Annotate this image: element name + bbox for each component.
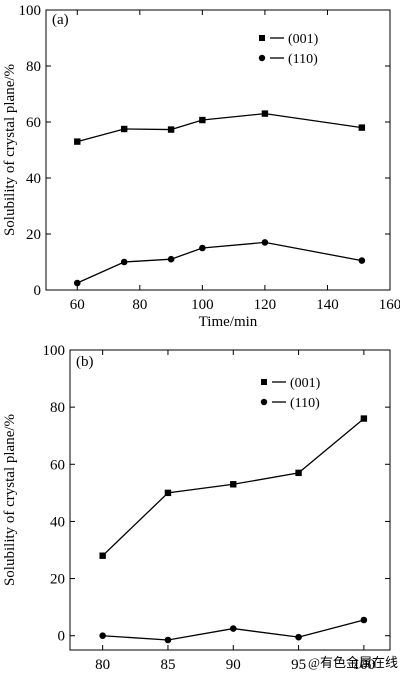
series-line-110 — [77, 241, 362, 284]
legend-marker-circle — [260, 398, 268, 406]
data-point-square — [295, 469, 302, 477]
data-point-circle — [295, 633, 302, 641]
data-point-circle — [73, 279, 81, 287]
data-point-circle — [99, 632, 106, 640]
y-tick-label: 80 — [50, 400, 65, 416]
legend-marker-circle — [258, 54, 266, 62]
x-tick-label: 90 — [226, 657, 241, 673]
data-point-circle — [199, 244, 206, 252]
x-tick-label: 160 — [379, 297, 400, 313]
data-point-circle — [360, 616, 368, 624]
data-point-square — [167, 126, 175, 133]
legend-marker-square — [261, 379, 267, 385]
chart-panel-b: 80859095100020406080100Temperature/°CSol… — [2, 343, 391, 673]
data-point-circle — [229, 625, 237, 632]
watermark-text: @有色金属在线 — [308, 655, 398, 670]
x-tick-label: 60 — [70, 297, 85, 313]
y-tick-label: 20 — [50, 572, 65, 588]
x-tick-label: 100 — [353, 657, 376, 673]
legend-label: (110) — [290, 396, 320, 411]
y-tick-label: 20 — [26, 227, 41, 243]
data-point-square — [74, 138, 81, 145]
data-point-circle — [261, 239, 269, 246]
data-point-circle — [120, 258, 128, 266]
plot-frame — [45, 9, 391, 291]
y-tick-label: 40 — [26, 171, 41, 187]
legend-label: (001) — [288, 32, 319, 47]
y-tick-label: 80 — [26, 59, 41, 75]
x-axis-label: Time/min — [199, 314, 258, 330]
x-tick-label: 120 — [254, 297, 277, 313]
x-tick-label: 100 — [191, 297, 214, 313]
y-axis-label: Solubility of crystal plane/% — [2, 64, 18, 236]
data-point-square — [120, 125, 128, 133]
y-tick-label: 60 — [50, 457, 65, 473]
x-tick-label: 80 — [95, 657, 110, 673]
plot-frame — [69, 349, 391, 651]
y-axis-label: Solubility of crystal plane/% — [2, 414, 18, 586]
y-tick-label: 60 — [26, 115, 41, 131]
series-line-001 — [77, 112, 362, 143]
data-point-circle — [167, 255, 175, 263]
data-point-square — [99, 552, 106, 559]
y-tick-label: 40 — [50, 514, 65, 530]
x-tick-label: 80 — [132, 297, 147, 313]
x-tick-label: 140 — [316, 297, 339, 313]
legend-marker-square — [259, 35, 265, 41]
panel-label: (a) — [52, 12, 69, 28]
data-point-square — [360, 415, 368, 422]
legend-label: (110) — [288, 52, 318, 67]
chart-panel-a: 60 80 100 120 140 160020406080100Time/minSolu… — [2, 3, 400, 330]
data-point-square — [199, 116, 206, 124]
y-tick-label: 0 — [34, 283, 42, 299]
data-point-square — [358, 124, 366, 131]
data-point-square — [261, 110, 269, 117]
y-tick-label: 100 — [43, 343, 66, 359]
data-point-circle — [164, 636, 172, 644]
x-tick-label: 85 — [160, 657, 175, 673]
data-point-square — [230, 481, 237, 488]
y-tick-label: 100 — [19, 3, 42, 19]
data-point-square — [164, 489, 172, 497]
y-tick-label: 0 — [58, 629, 66, 645]
x-tick-label: 95 — [291, 657, 306, 673]
panel-label: (b) — [76, 354, 94, 370]
legend-label: (001) — [290, 376, 321, 391]
data-point-circle — [358, 257, 366, 264]
